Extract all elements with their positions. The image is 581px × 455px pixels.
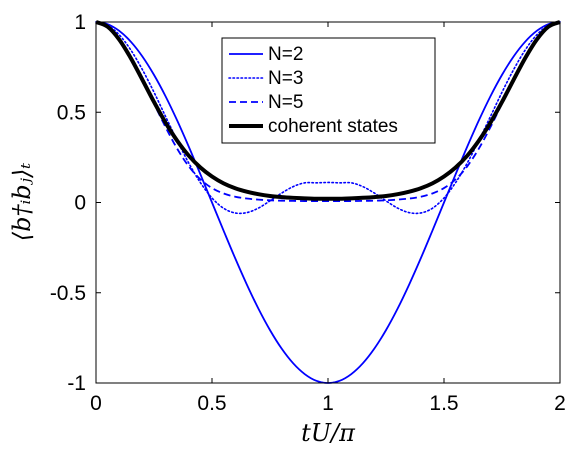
x-tick-label: 1 bbox=[322, 392, 334, 415]
x-tick-label: 2 bbox=[554, 392, 566, 415]
legend-label: N=5 bbox=[268, 92, 303, 113]
y-tick-label: -0.5 bbox=[50, 282, 86, 305]
y-tick-label: 1 bbox=[74, 11, 86, 34]
x-tick-label: 0.5 bbox=[197, 392, 226, 415]
x-axis-title: tU/π bbox=[301, 419, 356, 447]
y-tick-label: 0 bbox=[74, 192, 86, 215]
y-axis-title: ⟨b†ᵢbⱼ⟩ₜ bbox=[8, 163, 36, 242]
legend-label: coherent states bbox=[268, 116, 398, 137]
plot-lines bbox=[95, 20, 561, 384]
axis-ticks bbox=[95, 21, 561, 384]
series-line-3 bbox=[95, 21, 561, 202]
x-tick-label: 0 bbox=[90, 392, 102, 415]
y-tick-label: 0.5 bbox=[57, 101, 86, 124]
x-tick-label: 1.5 bbox=[429, 392, 458, 415]
y-tick-label: -1 bbox=[67, 372, 86, 395]
legend-label: N=3 bbox=[268, 68, 303, 89]
series-line-4 bbox=[95, 20, 561, 201]
legend-label: N=2 bbox=[268, 44, 303, 65]
axis-tick-labels: 0 0.5 1 1.5 2 1 0.5 0 -0.5 -1 bbox=[50, 11, 566, 415]
legend: N=2 N=3 N=5 coherent states bbox=[221, 37, 436, 144]
